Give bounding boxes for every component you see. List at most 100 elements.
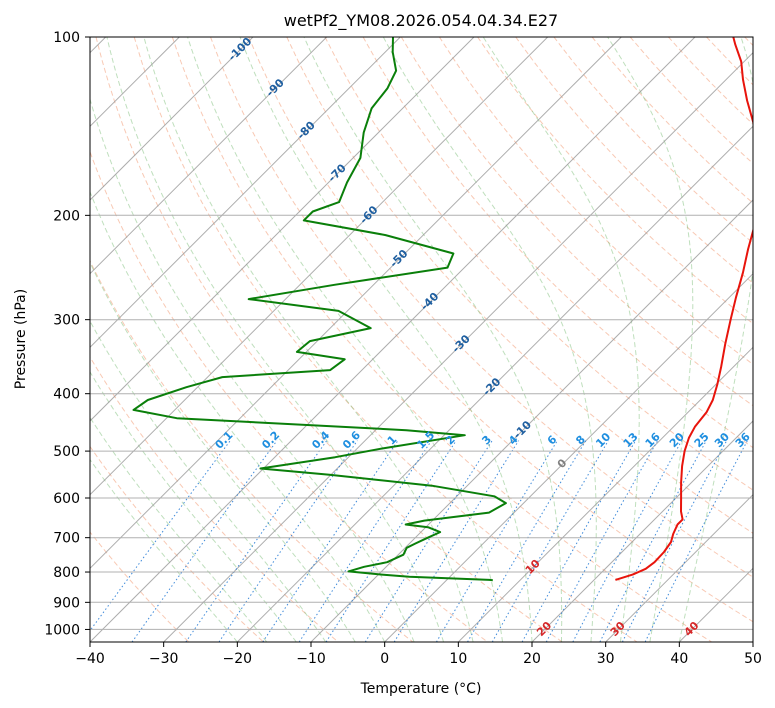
moist-adiabat xyxy=(90,261,356,642)
isotherm xyxy=(531,420,753,642)
dry-adiabat xyxy=(668,37,753,125)
moist-adiabat xyxy=(90,320,327,642)
isotherm xyxy=(752,641,753,642)
x-axis: −40 −30 −20 −10 0 10 20 30 40 50 xyxy=(75,642,762,667)
x-tick-label: 50 xyxy=(744,651,762,667)
dry-adiabat xyxy=(171,37,712,642)
dewpoint-profile xyxy=(132,37,507,582)
isotherm xyxy=(90,37,475,422)
dry-adiabat xyxy=(324,37,753,491)
dry-adiabat xyxy=(286,37,753,534)
mixing-ratio-line xyxy=(435,440,558,642)
isotherm-label: -60 xyxy=(357,203,380,226)
dry-adiabat xyxy=(706,37,753,86)
dry-adiabat xyxy=(248,37,753,578)
isotherm-label: 0 xyxy=(555,456,570,471)
mixing-ratio-label: 16 xyxy=(643,430,663,450)
mixing-ratio-label: 3 xyxy=(479,433,494,448)
moist-adiabat xyxy=(90,190,386,642)
x-tick-label: 30 xyxy=(597,651,615,667)
chart-title: wetPf2_YM08.2026.054.04.34.E27 xyxy=(284,11,558,31)
y-tick-label: 500 xyxy=(53,444,80,460)
y-tick-label: 1000 xyxy=(44,622,80,638)
dry-adiabat xyxy=(210,37,753,623)
dry-adiabat xyxy=(477,37,753,325)
mixing-ratio-label: 36 xyxy=(733,430,753,450)
mixing-ratio-line xyxy=(364,440,493,642)
mixing-ratio-label: 0.2 xyxy=(259,429,282,452)
dry-adiabat xyxy=(90,356,339,642)
moist-adiabat xyxy=(143,37,474,642)
isotherm xyxy=(163,51,753,642)
x-tick-label: 40 xyxy=(670,651,688,667)
moist-adiabat xyxy=(607,37,694,642)
isotherm xyxy=(90,37,549,496)
mixing-ratio-label: 0.6 xyxy=(340,428,363,451)
moist-adiabat xyxy=(90,458,238,642)
y-tick-label: 900 xyxy=(53,595,80,611)
moist-adiabat xyxy=(187,37,503,642)
mixing-ratio-line xyxy=(521,440,637,642)
y-tick-label: 600 xyxy=(53,491,80,507)
isotherm xyxy=(457,346,753,642)
mixing-ratio-label: 10 xyxy=(593,430,613,450)
dry-adiabat xyxy=(95,37,563,642)
dry-adiabat xyxy=(744,37,753,47)
mixing-ratio-line xyxy=(572,440,683,642)
series-layer xyxy=(132,37,753,582)
dry-adiabat xyxy=(400,37,753,407)
mixing-ratio-line xyxy=(298,440,432,642)
mixing-ratio-line xyxy=(393,440,520,642)
y-axis-label: Pressure (hPa) xyxy=(13,289,29,389)
isotherm xyxy=(236,125,753,642)
dry-adiabat xyxy=(591,37,753,204)
mixing-ratio-line xyxy=(262,440,399,642)
mixing-ratio-line xyxy=(131,440,278,642)
moist-adiabat xyxy=(90,416,268,642)
mixing-ratio-label: 20 xyxy=(667,430,687,450)
mixing-ratio-line xyxy=(545,440,659,642)
background-lines xyxy=(90,37,753,642)
mixing-ratio-label: 0.4 xyxy=(309,428,332,451)
x-axis-label: Temperature (°C) xyxy=(360,681,482,697)
plot-frame xyxy=(89,36,754,643)
moist-adiabat xyxy=(239,37,533,642)
dry-adiabat xyxy=(438,37,753,366)
dry-adiabat xyxy=(90,259,414,642)
mixing-ratio-label: 13 xyxy=(621,430,641,450)
mixing-ratio-line xyxy=(185,440,328,642)
mixing-ratio-label: 25 xyxy=(692,430,712,450)
mixing-ratio-label: 8 xyxy=(573,433,588,448)
dry-adiabat xyxy=(133,37,638,642)
isotherm xyxy=(90,37,696,642)
mixing-ratio-line xyxy=(491,440,609,642)
moist-adiabat xyxy=(382,37,597,642)
temperature-profile xyxy=(615,37,753,581)
x-tick-label: 20 xyxy=(523,651,541,667)
dry-adiabat xyxy=(90,531,190,642)
isotherm xyxy=(90,37,254,201)
dry-adiabat xyxy=(90,445,264,642)
moist-adiabat xyxy=(303,37,563,642)
mixing-ratio-line xyxy=(599,440,707,642)
dry-adiabat xyxy=(362,37,753,449)
isotherm xyxy=(90,37,401,349)
moist-adiabat xyxy=(678,37,753,642)
x-tick-label: −20 xyxy=(223,651,253,667)
y-axis: 100 200 300 400 500 600 700 800 900 1000 xyxy=(44,30,90,638)
y-tick-label: 100 xyxy=(53,30,80,46)
mixing-ratio-line xyxy=(644,440,748,642)
y-tick-label: 300 xyxy=(53,313,80,329)
y-tick-label: 800 xyxy=(53,565,80,581)
y-tick-label: 700 xyxy=(53,531,80,547)
moist-adiabat xyxy=(106,37,445,642)
isotherm xyxy=(90,37,328,275)
dry-adiabat xyxy=(90,150,488,642)
y-tick-label: 400 xyxy=(53,387,80,403)
mixing-ratio-line xyxy=(90,440,231,632)
dry-adiabat xyxy=(515,37,753,284)
x-tick-label: −30 xyxy=(149,651,179,667)
isotherm xyxy=(384,272,753,642)
